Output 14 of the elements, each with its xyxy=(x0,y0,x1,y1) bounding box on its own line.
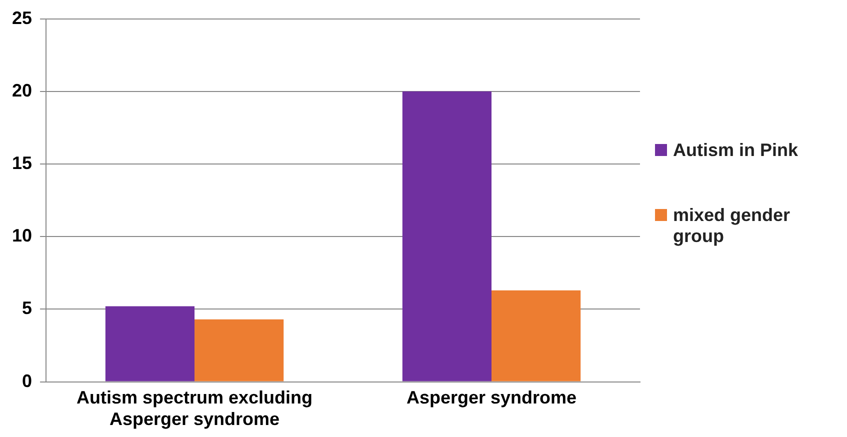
x-tick-label: Autism spectrum excluding Asperger syndrome xyxy=(76,388,313,430)
bar xyxy=(402,91,492,382)
bar xyxy=(105,306,195,382)
x-tick-label: Asperger syndrome xyxy=(406,388,577,408)
legend-label: Autism in Pink xyxy=(673,140,798,161)
y-tick-label: 20 xyxy=(12,80,32,100)
y-tick-label: 15 xyxy=(12,152,32,173)
y-tick-label: 25 xyxy=(12,8,32,28)
bar xyxy=(492,290,581,382)
legend-label: mixed gender group xyxy=(673,205,792,247)
y-tick-label: 0 xyxy=(22,370,32,391)
bar xyxy=(194,319,284,382)
y-tick-label: 5 xyxy=(22,298,32,318)
y-tick-label: 10 xyxy=(12,226,32,246)
